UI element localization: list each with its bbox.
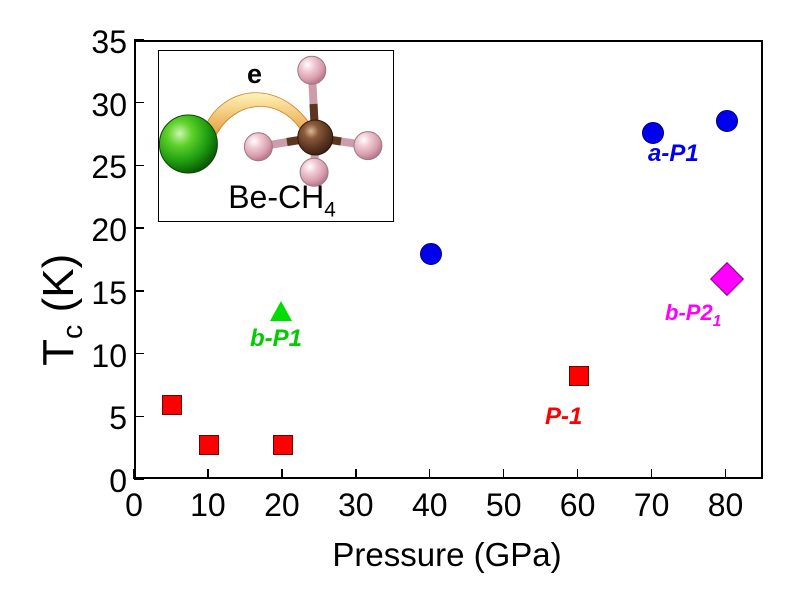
- svg-text:e: e: [247, 59, 262, 89]
